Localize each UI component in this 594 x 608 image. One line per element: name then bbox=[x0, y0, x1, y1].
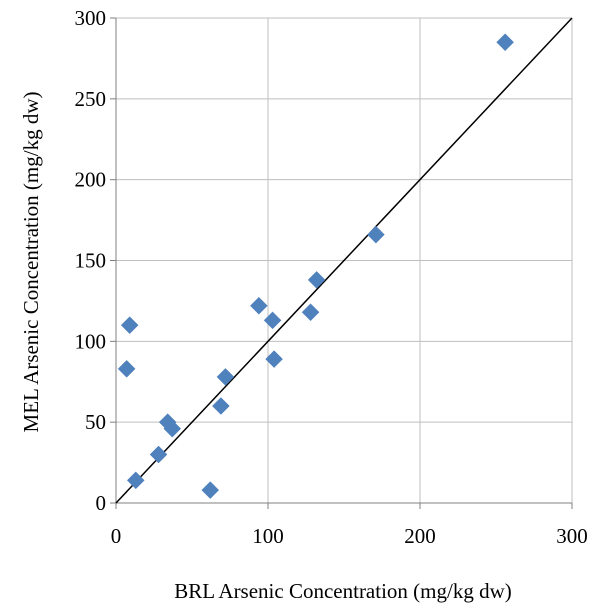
reference-line-group bbox=[115, 17, 573, 504]
x-tick-label: 100 bbox=[252, 524, 284, 548]
y-tick-label: 100 bbox=[75, 329, 107, 353]
y-tick-label: 150 bbox=[75, 249, 107, 273]
data-point-diamond bbox=[301, 303, 320, 322]
x-axis-title: BRL Arsenic Concentration (mg/kg dw) bbox=[174, 579, 512, 603]
data-point-diamond bbox=[149, 445, 168, 464]
data-point-diamond bbox=[367, 225, 385, 244]
data-point-diamond bbox=[265, 350, 283, 368]
data-point-diamond bbox=[263, 311, 282, 330]
one-to-one-line bbox=[115, 17, 573, 504]
data-point-diamond bbox=[120, 316, 139, 335]
tick-labels: 0 50 100 150 200 250 300 0 100 200 300 bbox=[75, 6, 588, 548]
x-tick-label: 0 bbox=[111, 524, 122, 548]
y-tick-label: 200 bbox=[75, 168, 107, 192]
x-tick-label: 200 bbox=[404, 524, 436, 548]
data-point-diamond bbox=[250, 296, 268, 315]
y-axis-title: MEL Arsenic Concentration (mg/kg dw) bbox=[19, 92, 43, 433]
data-point-diamond bbox=[126, 471, 145, 490]
data-point-diamond bbox=[117, 359, 136, 378]
y-tick-label: 50 bbox=[85, 410, 106, 434]
x-tick-label: 300 bbox=[556, 524, 588, 548]
data-point-diamond bbox=[216, 368, 235, 386]
y-tick-label: 0 bbox=[96, 491, 107, 515]
data-point-diamond bbox=[201, 481, 220, 499]
y-tick-label: 250 bbox=[75, 87, 107, 111]
data-point-diamond bbox=[307, 271, 326, 289]
y-tick-label: 300 bbox=[75, 6, 107, 30]
data-points bbox=[117, 33, 514, 499]
data-point-diamond bbox=[163, 419, 182, 438]
data-point-diamond bbox=[212, 397, 230, 415]
axes bbox=[110, 17, 573, 509]
data-point-diamond bbox=[496, 33, 514, 52]
